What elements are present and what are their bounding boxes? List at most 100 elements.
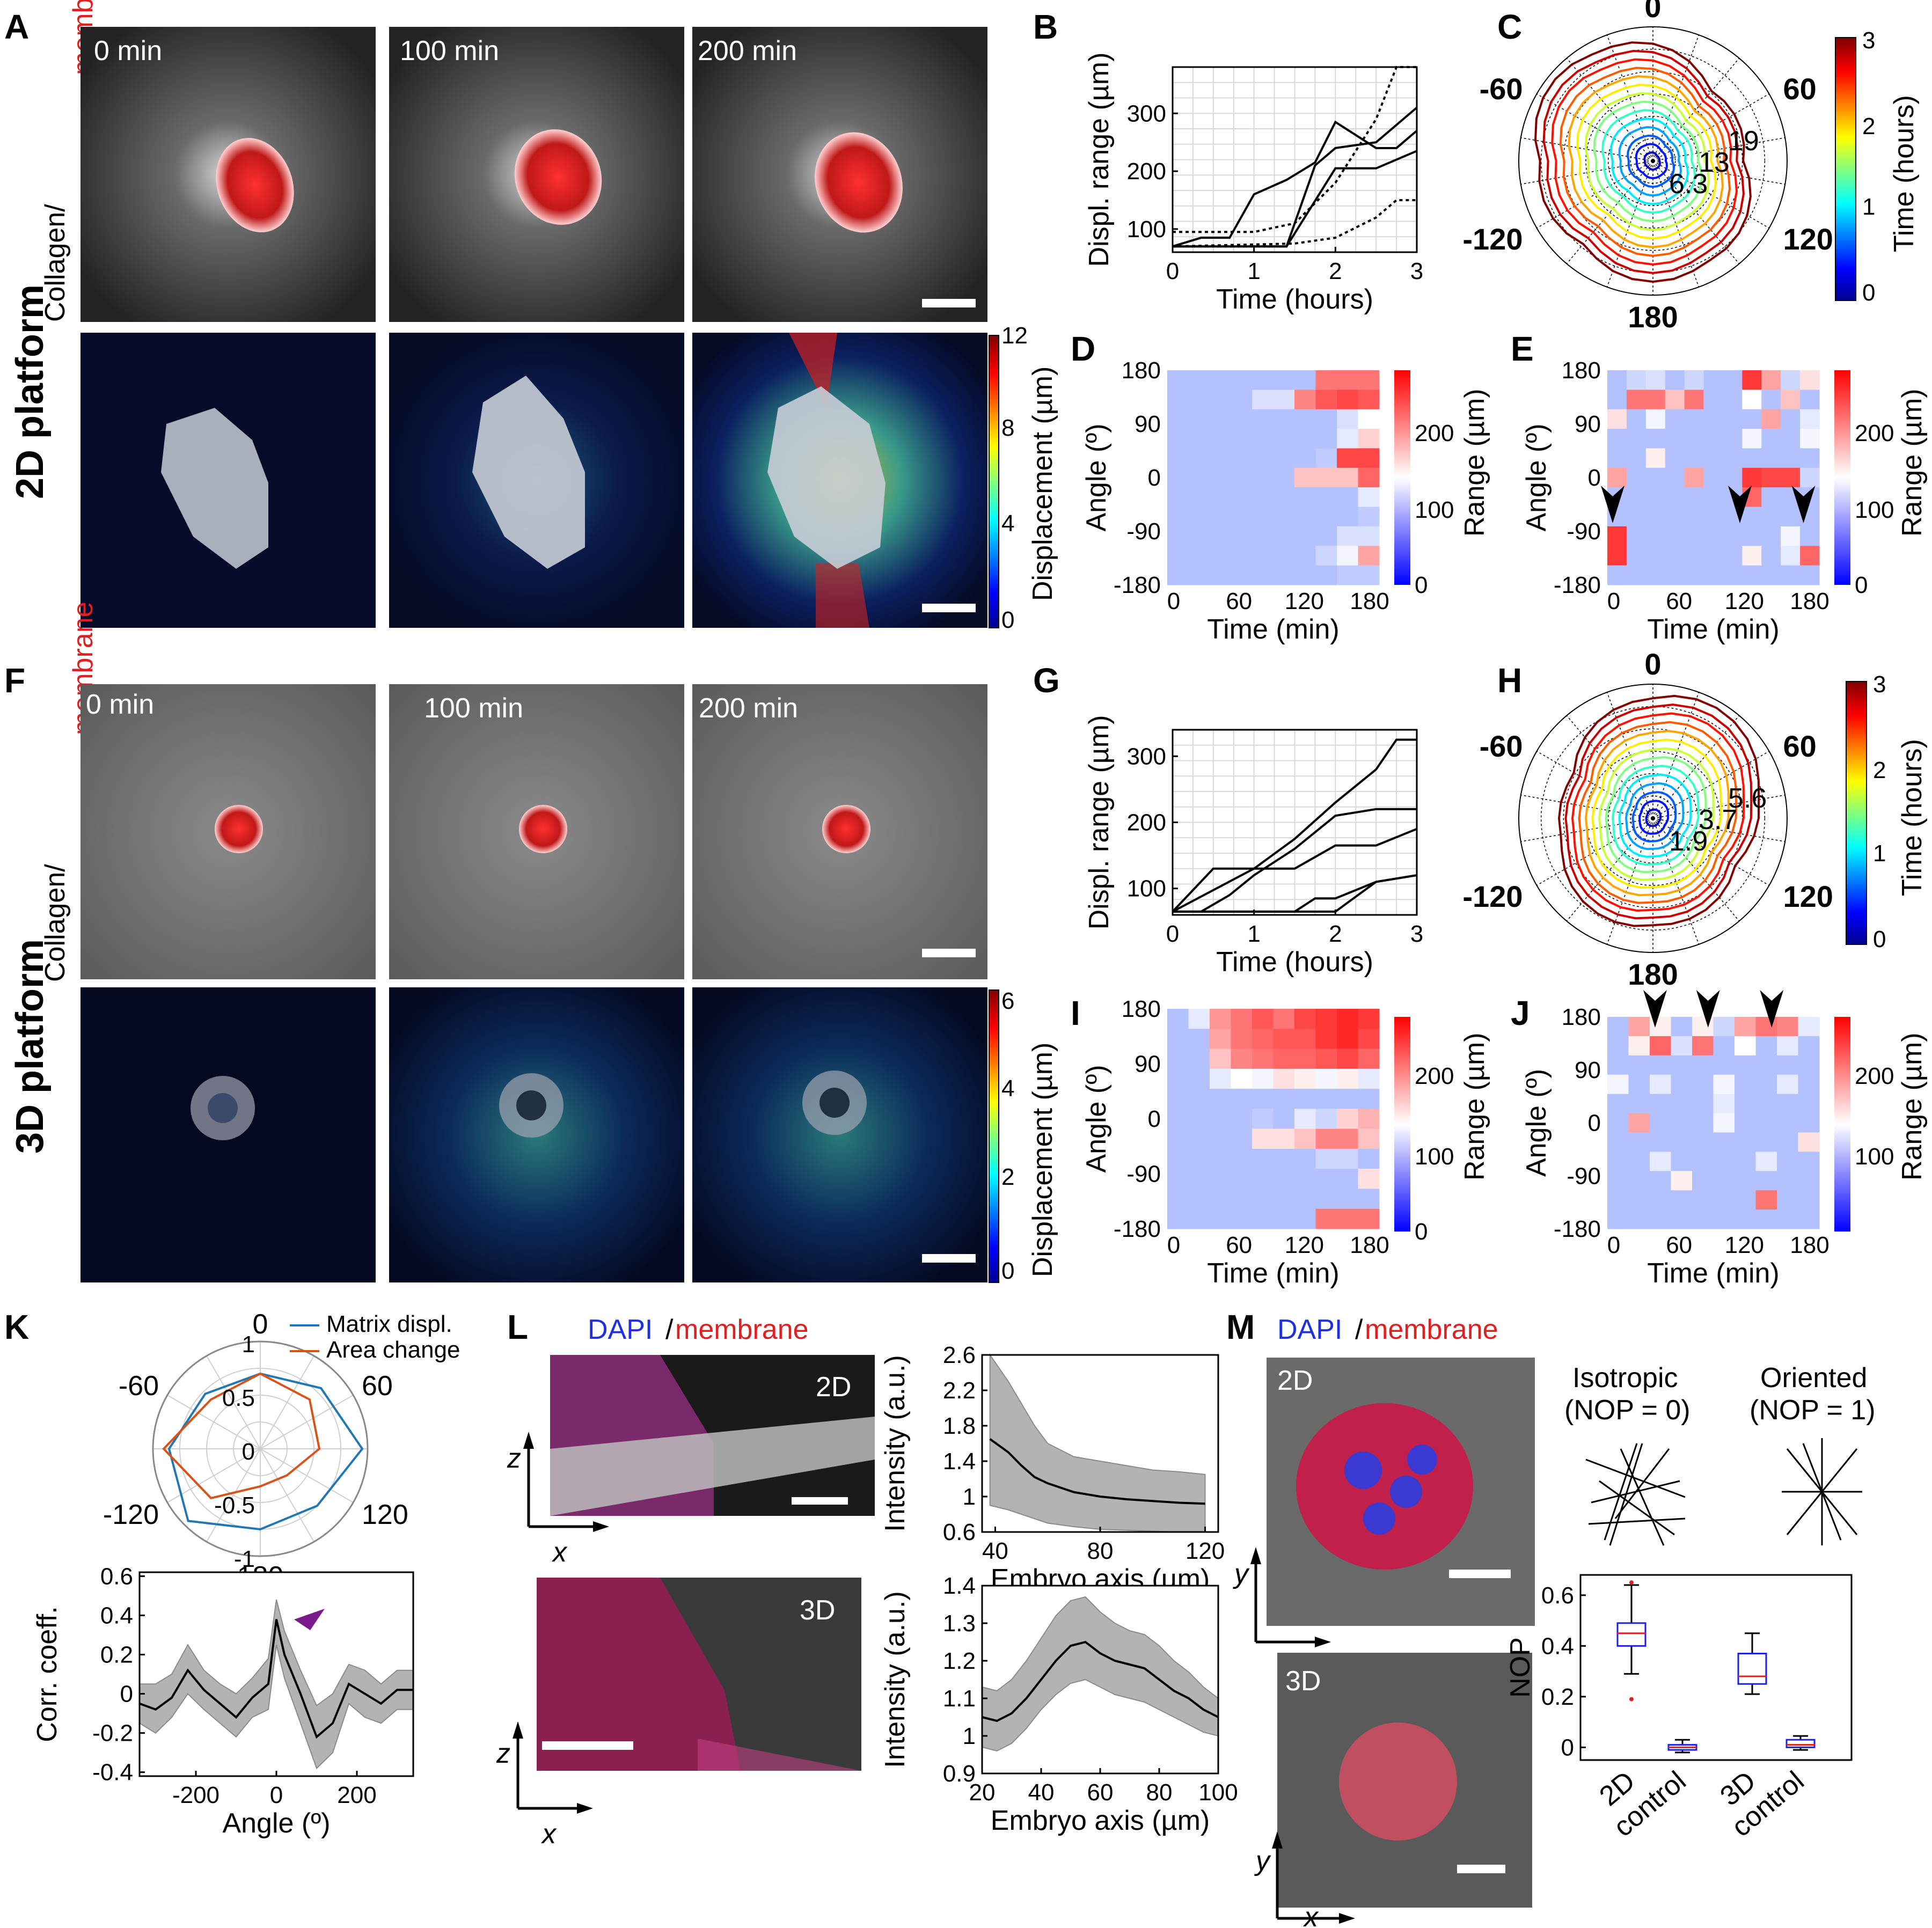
heatmap-cell bbox=[1252, 546, 1274, 566]
heatmap-cell bbox=[1684, 390, 1704, 410]
heatmap-cell bbox=[1777, 1152, 1798, 1171]
heatmap-cell bbox=[1167, 390, 1189, 410]
heatmap-cell bbox=[1210, 1009, 1231, 1029]
heatmap-cell bbox=[1231, 1189, 1253, 1209]
heatmap-cell bbox=[1626, 487, 1646, 508]
heatmap-cell bbox=[1692, 1209, 1714, 1229]
heatmap-cell bbox=[1671, 1036, 1693, 1056]
heatmap-cell bbox=[1650, 1132, 1671, 1152]
heatmap-cell bbox=[1252, 507, 1274, 527]
heatmap-cell bbox=[1628, 1113, 1650, 1133]
polar-radial-label: 5.6 bbox=[1728, 783, 1767, 814]
heatmap-cell bbox=[1337, 1148, 1358, 1169]
y-tick-label: 90 bbox=[1575, 411, 1601, 437]
heatmap-cell bbox=[1188, 507, 1210, 527]
heatmap-cell bbox=[1358, 1029, 1380, 1050]
heatmap-cell bbox=[1684, 467, 1704, 488]
heatmap-cell bbox=[1252, 1208, 1274, 1229]
heatmap-cell bbox=[1723, 390, 1743, 410]
polar-grid-spoke bbox=[1606, 34, 1653, 162]
heatmap-cell bbox=[1188, 526, 1210, 546]
y-tick-label: 0.4 bbox=[100, 1602, 133, 1629]
heatmap-cell bbox=[1671, 1171, 1693, 1191]
x-tick-label: 120 bbox=[1285, 588, 1324, 614]
heatmap-cell bbox=[1665, 370, 1685, 390]
heatmap-cell bbox=[1713, 1152, 1735, 1171]
arrowhead-icon bbox=[1696, 990, 1720, 1028]
heatmap-cell bbox=[1315, 467, 1337, 488]
heatmap-cell bbox=[1755, 1113, 1777, 1133]
heatmap-cell bbox=[1231, 390, 1253, 410]
heatmap-cell bbox=[1188, 565, 1210, 585]
heatmap-cell bbox=[1252, 1109, 1274, 1130]
heatmap-cell bbox=[1231, 1169, 1253, 1189]
heatmap-cell bbox=[1650, 1036, 1671, 1056]
heatmap-cell bbox=[1692, 1171, 1714, 1191]
heatmap-cell bbox=[1294, 429, 1316, 449]
displacement-map-3d-200min bbox=[692, 987, 987, 1282]
heatmap-cell bbox=[1231, 370, 1253, 390]
heatmap-cell bbox=[1713, 1113, 1735, 1133]
time-contour bbox=[1638, 800, 1670, 835]
heatmap-cell bbox=[1665, 467, 1685, 488]
heatmap-cell bbox=[1252, 370, 1274, 390]
heatmap-cell bbox=[1777, 1036, 1798, 1056]
heatmap-cell bbox=[1273, 1068, 1295, 1089]
polar-radial-label: -0.5 bbox=[214, 1492, 255, 1519]
svg-text:z: z bbox=[507, 1443, 521, 1474]
time-contour bbox=[1542, 49, 1745, 274]
heatmap-cell bbox=[1231, 507, 1253, 527]
heatmap-cell bbox=[1628, 1132, 1650, 1152]
heatmap-cell bbox=[1337, 409, 1358, 429]
heatmap-cell bbox=[1742, 409, 1762, 429]
heatmap-cell bbox=[1210, 1148, 1231, 1169]
x-tick-label: -200 bbox=[172, 1782, 219, 1808]
panel-letter-c: C bbox=[1497, 8, 1522, 46]
polar-grid-ring bbox=[1585, 93, 1721, 229]
polar-grid-spoke bbox=[1652, 160, 1785, 185]
row-label-3d-collagen: Collagen/ bbox=[40, 864, 71, 982]
heatmap-cell bbox=[1231, 448, 1253, 468]
heatmap-cell bbox=[1188, 1208, 1210, 1229]
heatmap-cell bbox=[1607, 370, 1627, 390]
heatmap-cell bbox=[1735, 1171, 1756, 1191]
heatmap-cell bbox=[1798, 1171, 1820, 1191]
arrowhead-icon bbox=[1728, 486, 1752, 523]
heatmap-cell bbox=[1645, 370, 1666, 390]
heatmap-cell bbox=[1273, 1029, 1295, 1050]
polar-angle-label: 60 bbox=[1783, 72, 1817, 106]
polar-grid-spoke bbox=[1652, 751, 1769, 819]
heatmap-cell bbox=[1210, 409, 1231, 429]
heatmap-cell bbox=[1671, 1113, 1693, 1133]
heatmap-cell bbox=[1735, 1074, 1756, 1095]
heatmap-cell bbox=[1294, 448, 1316, 468]
heatmap-cell bbox=[1294, 1148, 1316, 1169]
heatmap-cell bbox=[1210, 507, 1231, 527]
heatmap-cell bbox=[1671, 1132, 1693, 1152]
heatmap-cell bbox=[1315, 546, 1337, 566]
y-tick-label: 0.4 bbox=[1541, 1633, 1574, 1659]
heatmap-cell bbox=[1755, 1036, 1777, 1056]
heatmap-cell bbox=[1665, 565, 1685, 585]
heatmap-cell bbox=[1607, 1171, 1629, 1191]
arrowhead-icon bbox=[1760, 990, 1784, 1028]
heatmap-cell bbox=[1210, 1128, 1231, 1149]
heatmap-cell bbox=[1777, 1074, 1798, 1095]
time-label: 200 min bbox=[699, 693, 798, 724]
heatmap-cell bbox=[1777, 1113, 1798, 1133]
x-tick-label: 120 bbox=[1725, 1232, 1764, 1258]
y-tick-label: 90 bbox=[1135, 1051, 1161, 1077]
polar-angle-label: 120 bbox=[1783, 222, 1833, 256]
heatmap-cell bbox=[1671, 1017, 1693, 1037]
heatmap-cell bbox=[1294, 370, 1316, 390]
polar-radial-label: 0.5 bbox=[222, 1385, 255, 1411]
polar-grid-spoke bbox=[167, 1448, 261, 1503]
y-tick-label: 0.9 bbox=[943, 1761, 976, 1787]
legend-label: Matrix displ. bbox=[326, 1311, 452, 1337]
heatmap-cell bbox=[1628, 1074, 1650, 1095]
heatmap-cell bbox=[1358, 1208, 1380, 1229]
heatmap-cell bbox=[1294, 1029, 1316, 1050]
y-tick-label: 0.6 bbox=[943, 1519, 976, 1545]
panel-letter-h: H bbox=[1497, 661, 1522, 700]
